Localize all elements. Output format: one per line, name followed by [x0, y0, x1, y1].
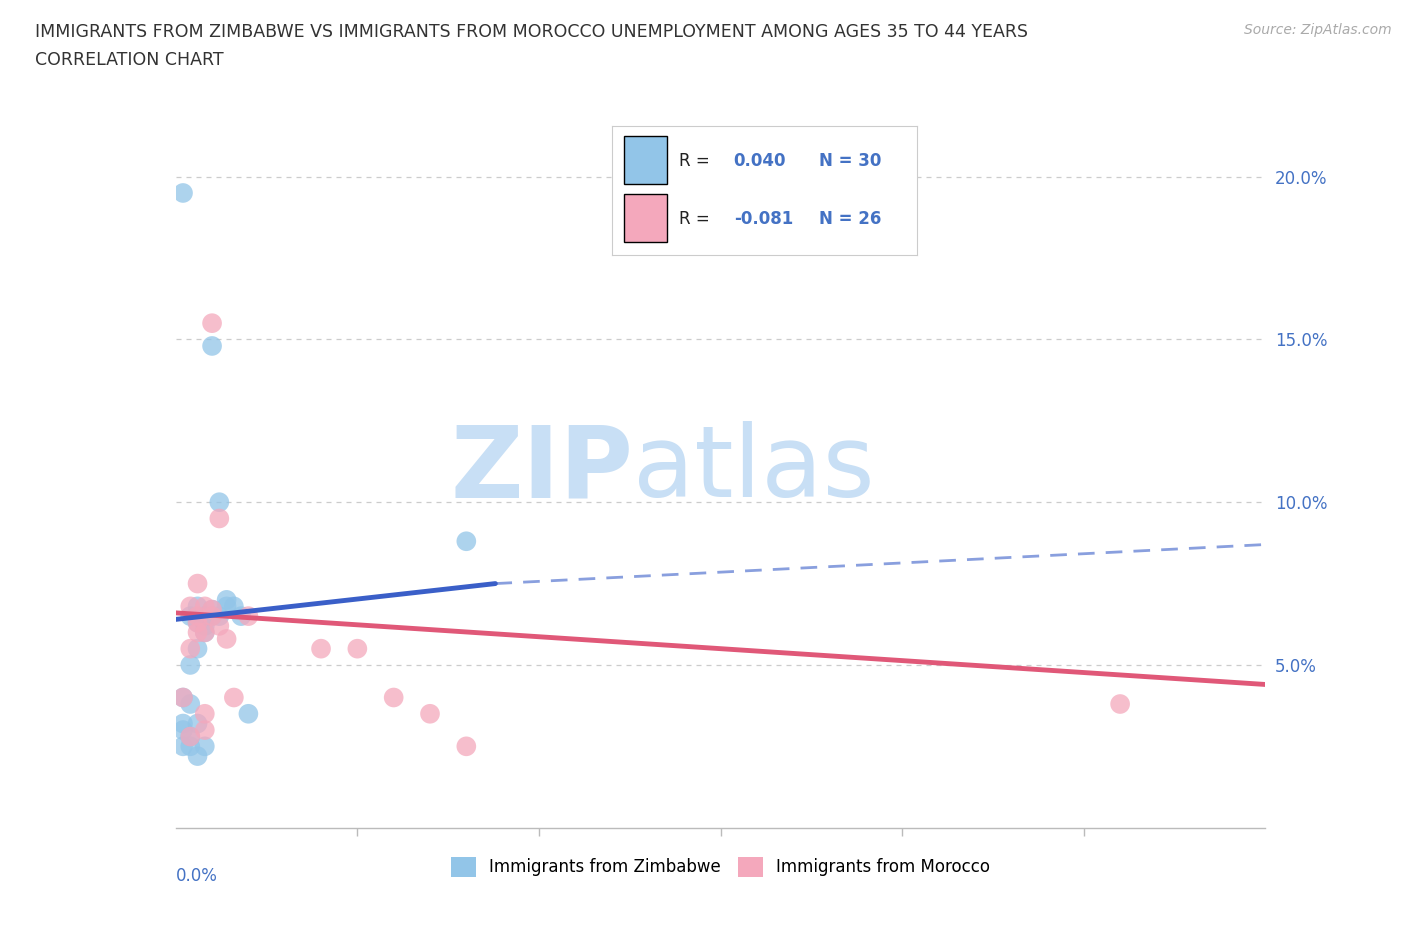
Point: [179, 729, 201, 744]
Point: [215, 592, 238, 607]
Text: atlas: atlas: [633, 421, 875, 518]
Point: [186, 749, 209, 764]
Point: [201, 609, 224, 624]
Point: [186, 609, 209, 624]
Point: [186, 642, 209, 657]
Point: [208, 512, 231, 526]
Point: [201, 315, 224, 330]
Point: [186, 599, 209, 614]
Point: [179, 738, 201, 753]
Point: [194, 738, 217, 753]
Point: [419, 707, 441, 722]
Point: [201, 609, 224, 624]
Text: Source: ZipAtlas.com: Source: ZipAtlas.com: [1244, 23, 1392, 37]
Point: [179, 599, 201, 614]
Point: [179, 729, 201, 744]
Text: 0.0%: 0.0%: [176, 867, 218, 885]
Text: IMMIGRANTS FROM ZIMBABWE VS IMMIGRANTS FROM MOROCCO UNEMPLOYMENT AMONG AGES 35 T: IMMIGRANTS FROM ZIMBABWE VS IMMIGRANTS F…: [35, 23, 1028, 41]
Legend: Immigrants from Zimbabwe, Immigrants from Morocco: Immigrants from Zimbabwe, Immigrants fro…: [444, 850, 997, 883]
Point: [179, 609, 201, 624]
Point: [179, 642, 201, 657]
Point: [194, 618, 217, 633]
Point: [238, 707, 260, 722]
Point: [186, 576, 209, 591]
Point: [172, 690, 194, 705]
Point: [208, 618, 231, 633]
Point: [201, 603, 224, 618]
Point: [456, 738, 478, 753]
Point: [346, 642, 368, 657]
Point: [222, 690, 245, 705]
Point: [222, 599, 245, 614]
Point: [186, 625, 209, 640]
Point: [201, 603, 224, 618]
Point: [172, 690, 194, 705]
Point: [186, 616, 209, 631]
Point: [172, 716, 194, 731]
Point: [186, 716, 209, 731]
Point: [172, 723, 194, 737]
Point: [194, 625, 217, 640]
Point: [215, 631, 238, 646]
Point: [194, 625, 217, 640]
Text: CORRELATION CHART: CORRELATION CHART: [35, 51, 224, 69]
Point: [172, 185, 194, 200]
Point: [172, 738, 194, 753]
Point: [186, 616, 209, 631]
Point: [179, 697, 201, 711]
Point: [309, 642, 332, 657]
Point: [208, 609, 231, 624]
Point: [208, 495, 231, 510]
Point: [194, 609, 217, 624]
Point: [194, 707, 217, 722]
Point: [194, 599, 217, 614]
Point: [1109, 697, 1132, 711]
Point: [456, 534, 478, 549]
Point: [382, 690, 405, 705]
Point: [231, 609, 253, 624]
Point: [201, 339, 224, 353]
Point: [194, 723, 217, 737]
Text: ZIP: ZIP: [450, 421, 633, 518]
Point: [179, 658, 201, 672]
Point: [215, 599, 238, 614]
Point: [238, 609, 260, 624]
